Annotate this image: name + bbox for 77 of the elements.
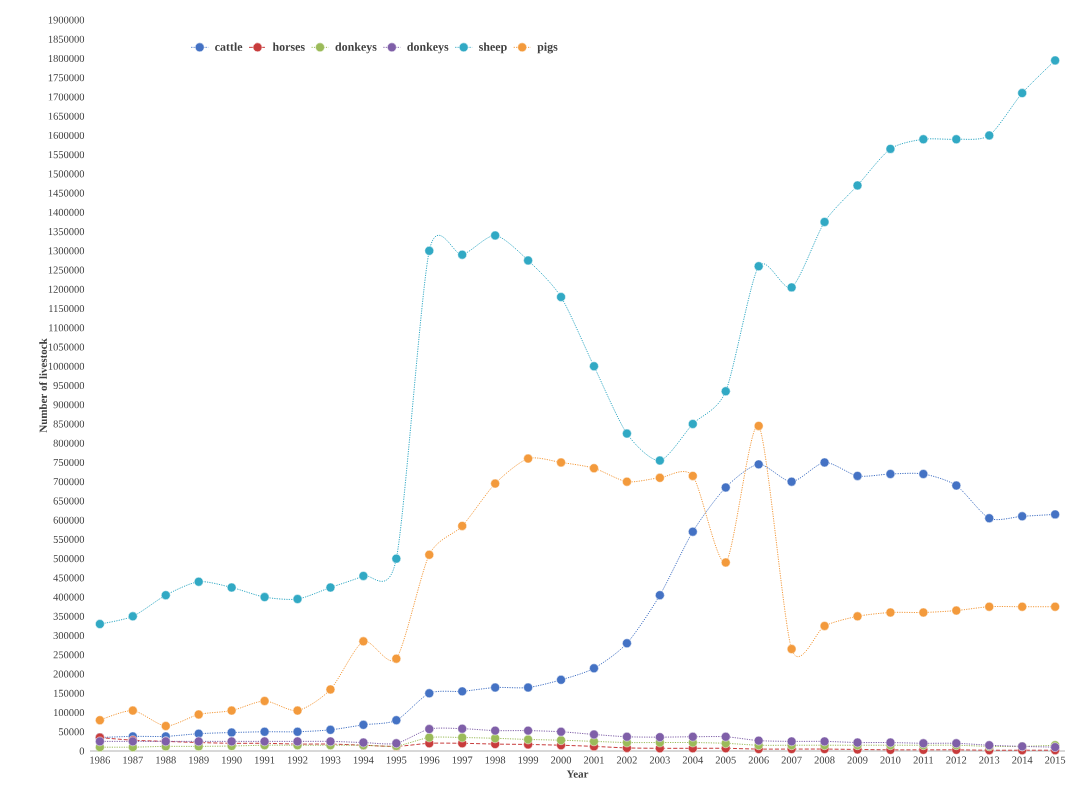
y-tick-label: 450000 (53, 574, 85, 582)
x-tick-label: 2002 (616, 756, 637, 764)
x-tick-label: 2004 (682, 756, 704, 764)
y-tick-label: 1000000 (48, 362, 85, 370)
y-tick-label: 150000 (54, 689, 85, 697)
y-tick-label: 1150000 (49, 305, 85, 313)
x-tick-label: 1992 (287, 756, 308, 764)
y-tick-label: 1850000 (48, 35, 85, 43)
legend-label: pigs (537, 42, 558, 54)
x-tick-label: 2015 (1045, 756, 1066, 764)
y-tick-label: 1800000 (48, 54, 85, 62)
x-tick-label: 1989 (189, 756, 209, 764)
x-tick-label: 1993 (320, 756, 341, 764)
x-tick-label: 2005 (715, 756, 736, 764)
y-tick-label: 1550000 (48, 151, 85, 159)
x-tick-label: 1997 (452, 756, 473, 764)
x-tick-label: 2001 (583, 756, 604, 764)
x-tick-label: 1987 (123, 756, 143, 764)
x-tick-label: 1991 (255, 756, 275, 764)
x-tick-label: 1990 (222, 756, 242, 764)
x-tick-label: 2012 (946, 756, 967, 764)
y-tick-label: 600000 (53, 516, 85, 524)
x-tick-label: 2014 (1012, 756, 1033, 764)
x-tick-label: 1999 (518, 756, 539, 764)
x-tick-label: 2013 (979, 756, 1000, 764)
y-tick-label: 700000 (53, 478, 85, 486)
x-tick-label: 2003 (649, 756, 670, 764)
x-tick-label: 1996 (419, 756, 440, 764)
y-tick-label: 1700000 (48, 93, 85, 101)
x-tick-label: 2007 (781, 756, 802, 764)
y-tick-label: 100000 (54, 709, 85, 717)
y-tick-label: 0 (79, 747, 85, 755)
y-tick-label: 1300000 (48, 247, 85, 255)
y-tick-label: 350000 (53, 612, 85, 620)
y-tick-label: 1200000 (48, 285, 85, 293)
x-tick-label: 2000 (551, 756, 572, 764)
y-tick-label: 1400000 (48, 208, 85, 216)
legend-label: donkeys (407, 42, 449, 54)
y-tick-label: 1500000 (48, 170, 85, 178)
y-tick-label: 300000 (53, 632, 85, 640)
legend-label: horses (272, 42, 305, 51)
y-tick-label: 1050000 (48, 343, 85, 351)
y-tick-label: 550000 (53, 535, 85, 543)
y-tick-label: 1900000 (48, 16, 85, 24)
y-tick-label: 1450000 (48, 189, 85, 197)
y-tick-label: 750000 (53, 458, 85, 466)
y-tick-label: 1100000 (49, 324, 85, 332)
x-tick-label: 2010 (880, 756, 901, 764)
x-tick-label: 1994 (353, 756, 374, 764)
y-tick-label: 650000 (53, 497, 85, 505)
y-tick-label: 250000 (53, 651, 85, 659)
x-tick-label: 1988 (156, 756, 176, 764)
legend-label: cattle (215, 42, 243, 51)
x-tick-label: 1995 (386, 756, 407, 764)
x-tick-label: 2008 (814, 756, 835, 764)
y-tick-label: 1350000 (48, 228, 85, 236)
y-tick-label: 50000 (58, 728, 85, 736)
x-tick-label: 1998 (485, 756, 506, 764)
x-axis-title: Year (566, 770, 589, 778)
x-tick-label: 2009 (847, 756, 868, 764)
x-tick-label: 2011 (913, 756, 933, 764)
y-axis-title: Number of livestock (39, 338, 48, 433)
y-tick-label: 950000 (53, 381, 85, 390)
y-tick-label: 1250000 (48, 266, 85, 274)
y-tick-label: 200000 (53, 670, 85, 678)
x-tick-label: 2006 (748, 756, 769, 764)
x-tick-label: 1986 (90, 756, 111, 764)
y-tick-label: 400000 (53, 593, 85, 601)
y-tick-label: 500000 (53, 555, 85, 563)
y-tick-label: 1600000 (48, 131, 85, 139)
y-tick-label: 850000 (53, 420, 85, 428)
y-tick-label: 800000 (53, 439, 85, 447)
legend-label: donkeys (335, 42, 377, 54)
y-tick-label: 900000 (53, 401, 85, 409)
legend-label: sheep (479, 42, 507, 54)
y-tick-label: 1750000 (48, 74, 85, 82)
y-tick-label: 1650000 (48, 112, 85, 120)
